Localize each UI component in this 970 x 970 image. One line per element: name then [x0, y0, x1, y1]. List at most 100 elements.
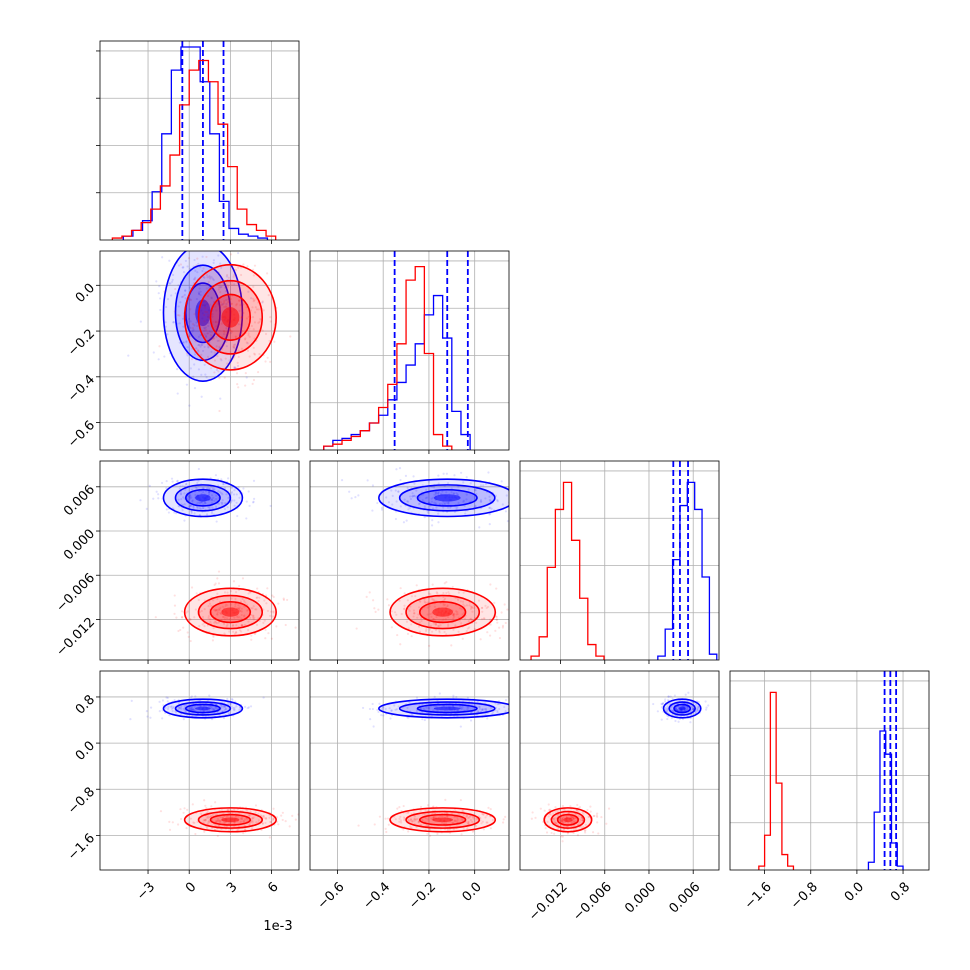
- panel-frame: [309, 250, 510, 451]
- x-tick-label: 0.000: [622, 880, 659, 917]
- panel-3-2: −0.012 −0.006 0.000 0.006: [519, 670, 720, 925]
- y-tick-label: 0.0: [73, 281, 98, 306]
- contour-series-1: [550, 810, 586, 829]
- histogram-series-0: [867, 730, 904, 870]
- contour-series-1: [197, 810, 264, 829]
- x-tick-label: −0.8: [788, 880, 821, 913]
- panel-frame: [99, 670, 300, 871]
- panel-frame: [99, 250, 300, 451]
- y-tick-label: −0.2: [65, 326, 98, 359]
- panel-plot-area: [100, 461, 299, 660]
- panel-plot-area: [730, 671, 929, 870]
- x-tick-label: 0.0: [460, 880, 485, 905]
- density-fill-series-1: [563, 817, 573, 823]
- panel-plot-area: [520, 461, 719, 660]
- panel-plot-area: [100, 671, 299, 870]
- contour-series-0: [416, 488, 478, 507]
- x-tick-label: −0.2: [406, 880, 439, 913]
- panel-frame: [99, 40, 300, 241]
- contour-series-0: [673, 703, 692, 714]
- density-fill-series-1: [221, 307, 240, 328]
- panel-3-1: −0.6 −0.4 −0.2 0.0: [309, 670, 510, 913]
- panel-1-0: −0.6 −0.4 −0.2 0.0: [65, 250, 300, 454]
- contour-series-1: [209, 293, 252, 342]
- contour-series-0: [184, 488, 221, 507]
- density-fill-series-1: [221, 817, 240, 823]
- y-tick-label: −0.6: [65, 418, 98, 451]
- contour-series-1: [405, 810, 481, 829]
- y-tick-label: 0.000: [61, 526, 98, 563]
- density-fill-series-0: [195, 706, 211, 711]
- y-tick-label: 0.8: [73, 692, 98, 717]
- panel-frame: [519, 670, 720, 871]
- y-tick-label: −1.6: [65, 831, 98, 864]
- x-tick-label: 3: [224, 880, 240, 896]
- x-offset-label: 1e-3: [263, 919, 292, 934]
- contour-series-1: [209, 813, 252, 826]
- y-tick-label: −0.012: [53, 615, 98, 660]
- panel-2-1: [309, 460, 510, 664]
- density-fill-series-0: [433, 706, 461, 711]
- density-fill-series-0: [678, 706, 686, 711]
- contour-series-0: [662, 698, 702, 719]
- panel-0-0: [96, 40, 300, 244]
- contour-series-0: [416, 703, 478, 714]
- y-tick-label: −0.4: [65, 372, 98, 405]
- panel-frame: [309, 670, 510, 871]
- x-tick-label: 0.0: [842, 880, 867, 905]
- panel-plot-area: [310, 671, 509, 870]
- contour-series-1: [183, 807, 277, 833]
- contour-series-1: [183, 263, 277, 371]
- histogram-series-1: [530, 481, 605, 660]
- histogram-series-0: [122, 46, 269, 240]
- contour-series-1: [389, 807, 497, 833]
- contour-series-1: [543, 807, 593, 833]
- x-tick-label: −0.006: [570, 880, 615, 925]
- histogram-series-1: [758, 691, 795, 870]
- histogram-series-0: [323, 294, 471, 450]
- contour-series-0: [184, 703, 221, 714]
- y-tick-label: −0.8: [65, 785, 98, 818]
- contour-series-1: [556, 813, 580, 826]
- panel-frame: [309, 460, 510, 661]
- x-tick-label: −0.4: [360, 880, 393, 913]
- density-fill-series-1: [221, 607, 240, 617]
- x-tick-label: −0.012: [526, 880, 571, 925]
- contour-series-1: [389, 587, 497, 637]
- contour-series-0: [378, 698, 509, 719]
- histogram-series-1: [111, 59, 277, 240]
- y-tick-label: 0.0: [73, 739, 98, 764]
- contour-series-1: [197, 279, 264, 355]
- density-fill-series-1: [432, 607, 453, 617]
- x-tick-label: −1.6: [742, 880, 775, 913]
- contour-series-0: [162, 698, 244, 719]
- contour-series-1: [197, 594, 264, 630]
- panel-plot-area: [100, 41, 299, 240]
- panel-frame: [519, 460, 720, 661]
- contour-series-1: [418, 600, 467, 624]
- panel-frame: [99, 460, 300, 661]
- contour-series-0: [398, 484, 496, 512]
- panel-frame: [729, 670, 930, 871]
- panel-3-0: −3 0 3 6 −1.6 −0.8 0.0 0.8: [65, 670, 300, 904]
- x-tick-label: −3: [134, 880, 158, 904]
- contour-series-0: [174, 484, 232, 512]
- contour-series-1: [405, 594, 481, 630]
- panel-plot-area: [100, 251, 299, 450]
- contour-series-0: [162, 251, 244, 382]
- x-tick-label: 0: [183, 880, 199, 896]
- x-tick-label: 6: [265, 880, 281, 896]
- y-tick-label: −0.006: [53, 571, 98, 616]
- contour-series-0: [668, 701, 696, 716]
- x-tick-label: 0.8: [888, 880, 913, 905]
- contour-series-1: [418, 813, 467, 826]
- panel-plot-area: [310, 251, 509, 450]
- density-fill-series-0: [195, 494, 211, 502]
- contour-series-0: [398, 701, 496, 716]
- contour-series-0: [378, 478, 509, 518]
- contour-series-0: [162, 478, 244, 518]
- panel-plot-area: [520, 671, 719, 870]
- panel-2-2: [519, 460, 720, 664]
